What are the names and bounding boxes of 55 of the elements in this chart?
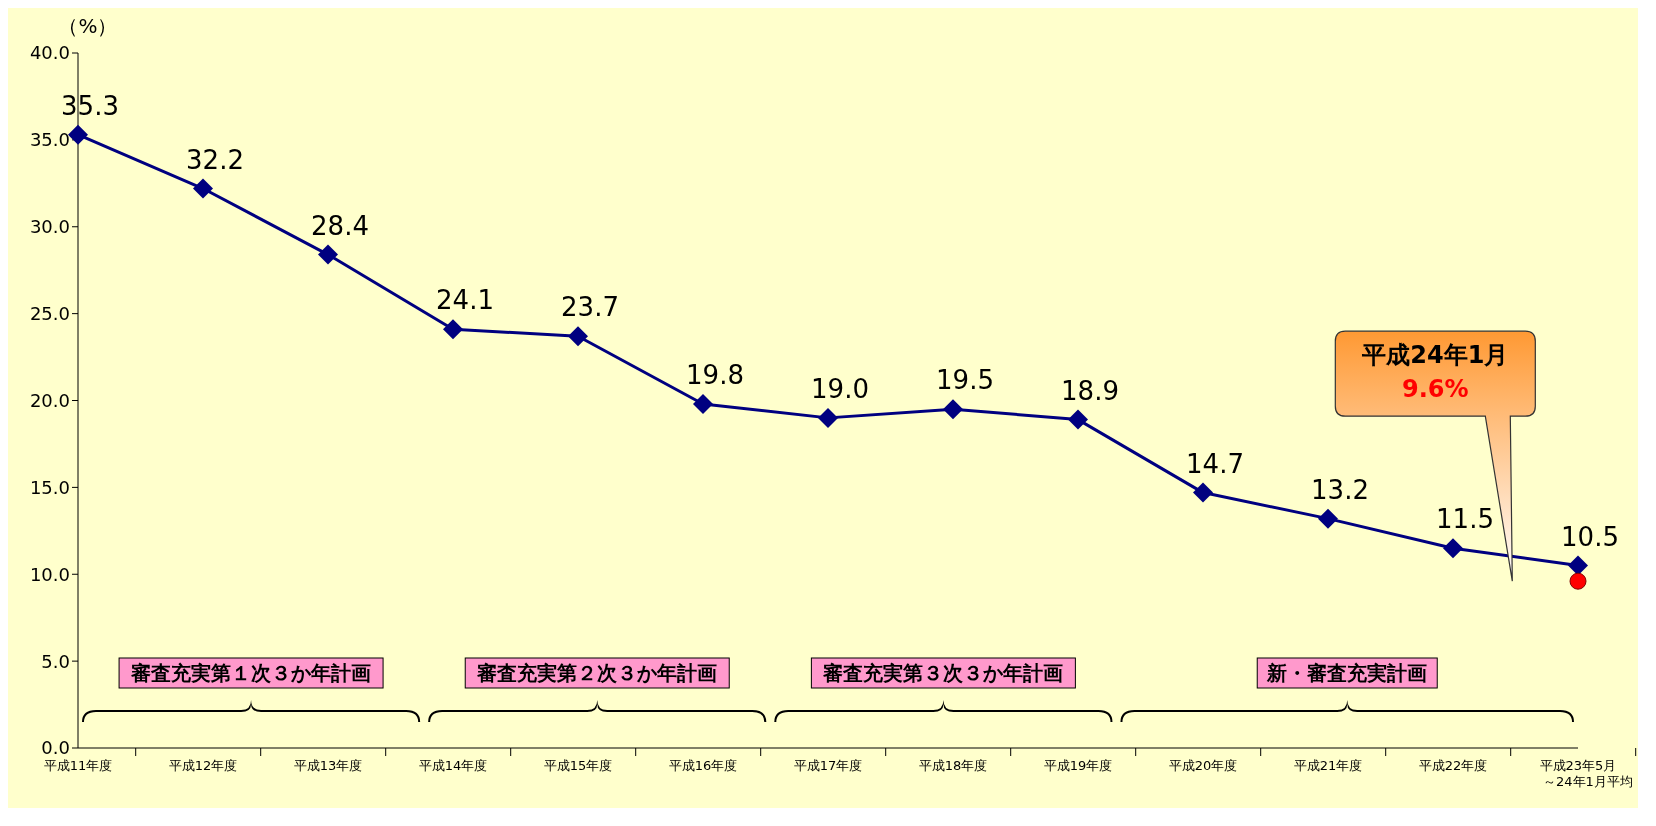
point (693, 393, 713, 414)
annotation: 平成24年1月 9.6% (1361, 341, 1509, 404)
point (1068, 409, 1088, 430)
data-label: 14.7 (1186, 448, 1244, 479)
data-label: 28.4 (311, 210, 369, 241)
x-tick-label: 平成18年度 (918, 758, 988, 773)
y-tick-label: 35.0 (29, 129, 70, 151)
x-tick-label: 平成12年度 (168, 758, 238, 773)
data-label: 13.2 (1311, 474, 1369, 505)
data-label: 19.8 (686, 359, 744, 390)
data-label: 19.5 (936, 365, 994, 396)
x-tick-label: 平成11年度 (43, 758, 113, 773)
x-tick-label: 平成15年度 (543, 758, 613, 773)
x-tick-label: 平成19年度 (1043, 758, 1113, 773)
data-label: 18.9 (1061, 375, 1119, 406)
point (943, 399, 963, 420)
annotation: 審査充実第２次３か年計画 (476, 661, 718, 685)
y-tick-label: 15.0 (29, 476, 70, 498)
y-tick-label: 0.0 (41, 737, 70, 759)
data-label: 32.2 (186, 144, 244, 175)
y-tick-label: 5.0 (41, 650, 70, 672)
x-tick-label: 平成23年5月～24年1月平均 (1539, 758, 1633, 789)
point (1193, 482, 1213, 503)
data-label: 10.5 (1561, 521, 1619, 552)
point (568, 326, 588, 347)
y-axis-title: （%） (58, 14, 118, 38)
x-tick-label: 平成22年度 (1418, 758, 1488, 773)
point (1568, 555, 1588, 576)
point (318, 244, 338, 265)
point (68, 124, 88, 145)
x-tick-label: 平成21年度 (1293, 758, 1363, 773)
y-tick-label: 20.0 (29, 389, 70, 411)
point (818, 407, 838, 428)
y-tick-label: 25.0 (29, 303, 70, 325)
x-tick-label: 平成20年度 (1168, 758, 1238, 773)
annotation: 審査充実第１次３か年計画 (130, 661, 372, 685)
point (193, 178, 213, 199)
point (1443, 538, 1463, 559)
annotation: 新・審査充実計画 (1266, 661, 1428, 685)
point (1318, 508, 1338, 529)
data-label: 19.0 (811, 373, 869, 404)
data-label: 23.7 (561, 292, 619, 323)
y-tick-label: 10.0 (29, 563, 70, 585)
x-tick-label: 平成14年度 (418, 758, 488, 773)
point (1569, 572, 1587, 590)
x-tick-label: 平成16年度 (668, 758, 738, 773)
data-label: 11.5 (1436, 504, 1494, 535)
data-label: 24.1 (436, 285, 494, 316)
y-tick-label: 40.0 (29, 42, 70, 64)
point (443, 319, 463, 340)
x-tick-label: 平成17年度 (793, 758, 863, 773)
data-label: 35.3 (61, 90, 119, 121)
annotation: 審査充実第３次３か年計画 (822, 661, 1064, 685)
x-tick-label: 平成13年度 (293, 758, 363, 773)
y-tick-label: 30.0 (29, 216, 70, 238)
